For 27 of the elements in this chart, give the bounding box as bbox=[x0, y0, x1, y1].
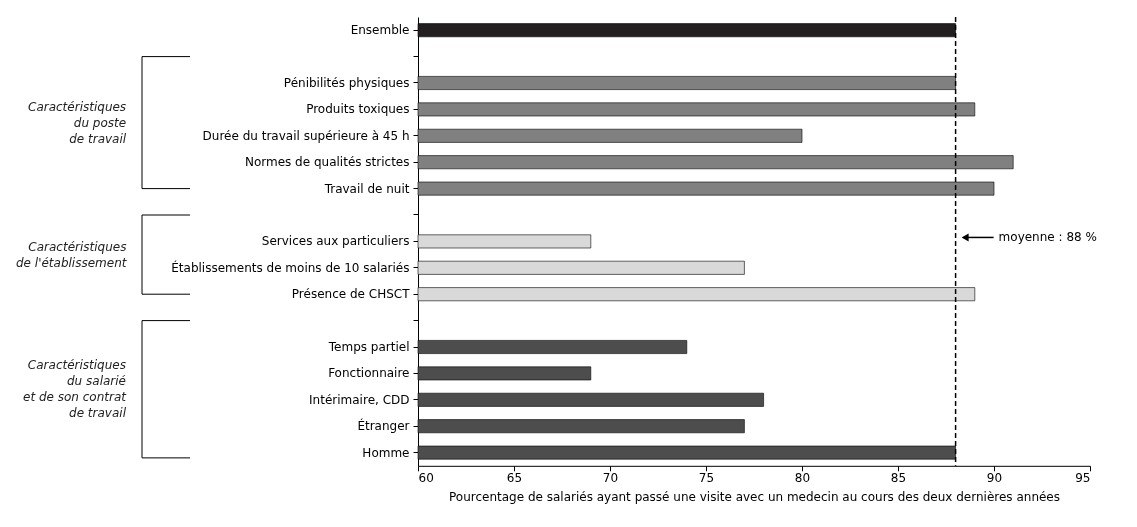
x-tick-label: 75 bbox=[698, 471, 715, 486]
y-tick-label: Homme bbox=[362, 445, 410, 460]
text: Caractéristiques du salarié et de son contrat de travail bbox=[23, 357, 126, 422]
y-tick-label: Intérimaire, CDD bbox=[309, 392, 410, 407]
y-tick-label: Services aux particuliers bbox=[261, 234, 410, 249]
x-tick-label: 65 bbox=[506, 471, 523, 486]
y-tick-label: Durée du travail supérieure à 45 h bbox=[202, 128, 410, 143]
y-tick-label: Fonctionnaire bbox=[328, 366, 410, 381]
y-tick-label: Travail de nuit bbox=[323, 181, 410, 196]
x-tick-label: 90 bbox=[986, 471, 1003, 486]
text: Caractéristiques du poste de travail bbox=[28, 98, 127, 147]
x-tick-label: 60 bbox=[418, 471, 434, 486]
y-tick-label: Ensemble bbox=[350, 23, 410, 38]
x-tick-label: 80 bbox=[794, 471, 811, 486]
ref-line-label: moyenne : 88 % bbox=[998, 230, 1097, 245]
x-tick-label: 85 bbox=[890, 471, 907, 486]
y-tick-label: Normes de qualités strictes bbox=[244, 155, 410, 170]
y-tick-label: Établissements de moins de 10 salariés bbox=[171, 259, 410, 275]
text: Caractéristiques de l'établissement bbox=[16, 238, 127, 271]
y-tick-label: Produits toxiques bbox=[306, 102, 410, 117]
x-axis-title: Pourcentage de salariés ayant passé une visite avec un medecin au cours des deux dernières années bbox=[449, 490, 1060, 505]
y-tick-label: Étranger bbox=[357, 418, 410, 434]
y-tick-label: Pénibilités physiques bbox=[283, 76, 410, 90]
x-tick-label: 70 bbox=[602, 471, 619, 486]
y-tick-label: Temps partiel bbox=[327, 340, 410, 354]
x-tick-label: 95 bbox=[1075, 471, 1091, 486]
y-tick-label: Présence de CHSCT bbox=[291, 287, 411, 302]
